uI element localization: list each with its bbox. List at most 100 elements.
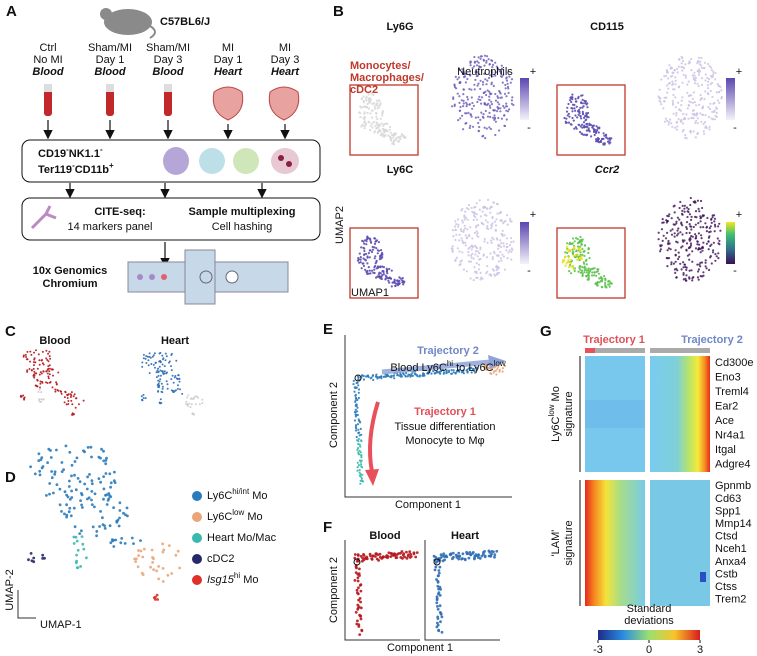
cell-dot	[659, 100, 662, 103]
cell-dot	[392, 374, 395, 377]
cell-dot	[689, 242, 693, 245]
cell-dot	[666, 91, 669, 94]
cell-dot	[363, 121, 366, 124]
cell-dot	[435, 625, 439, 629]
cell-dot	[370, 269, 374, 272]
cell-dot	[607, 283, 610, 286]
cell-dot	[473, 206, 476, 209]
cell-dot	[104, 462, 108, 466]
cell-dot	[464, 234, 467, 237]
colorbar-min: -	[733, 122, 737, 134]
method-desc: 14 markers panel	[68, 221, 153, 233]
cell-dot	[678, 206, 681, 210]
cell-dot	[482, 253, 485, 256]
cell-dot	[477, 56, 480, 59]
superscript: -	[72, 161, 75, 170]
cell-dot	[58, 503, 62, 507]
cell-dot	[369, 272, 372, 275]
cell-dot	[439, 587, 442, 591]
cell-dot	[495, 268, 498, 272]
trajectory-plot	[344, 335, 512, 498]
cell-dot	[704, 90, 707, 93]
cell-dot	[477, 121, 480, 125]
trajectory-desc: Tissue differentiation	[395, 421, 496, 433]
cell-dot	[665, 84, 669, 87]
cell-dot	[714, 259, 717, 262]
cell-dot	[33, 376, 36, 379]
cell-dot	[680, 104, 683, 107]
cell-dot	[674, 83, 677, 86]
cell-dot	[402, 552, 406, 556]
text-segment: Ly6C	[207, 511, 232, 523]
cell-dot	[464, 244, 467, 247]
plot-title: Heart	[451, 530, 479, 542]
cell-dot	[38, 359, 41, 362]
cell-dot	[393, 377, 396, 380]
cell-dot	[684, 134, 687, 137]
cell-dot	[586, 269, 590, 272]
cell-dot	[159, 374, 162, 377]
cell-dot	[666, 265, 669, 268]
cell-dot	[418, 374, 422, 377]
branch-point	[354, 374, 362, 382]
cell-dot	[414, 555, 418, 559]
cell-dot	[510, 99, 513, 102]
cell-dot	[139, 549, 143, 553]
cell-dot	[674, 76, 677, 79]
cell-dot	[503, 124, 506, 127]
cell-dot	[380, 132, 383, 135]
cell-dot	[67, 403, 70, 405]
cell-dot	[690, 269, 693, 272]
cell-dot	[470, 254, 473, 257]
cell-dot	[484, 219, 487, 222]
cell-dot	[487, 58, 490, 61]
cell-dot	[359, 105, 362, 108]
cell-dot	[382, 266, 385, 269]
heatmap	[579, 348, 710, 640]
cell-dot	[442, 552, 446, 556]
cell-dot	[356, 554, 360, 557]
cell-dot	[357, 598, 360, 602]
cell-dot	[359, 554, 363, 558]
cell-dot	[583, 244, 587, 247]
cell-dot	[172, 381, 175, 384]
cell-dot	[488, 550, 492, 554]
cell-dot	[681, 69, 684, 72]
cell-dot	[566, 248, 569, 251]
cell-dot	[376, 117, 379, 121]
cell-dot	[675, 276, 678, 279]
cell-dot	[374, 555, 377, 558]
cell-dot	[89, 445, 93, 449]
cell-dot	[494, 229, 497, 232]
cell-dot	[678, 58, 681, 61]
cell-dot	[465, 105, 468, 108]
cell-dot	[47, 365, 50, 368]
cell-dot	[700, 64, 703, 67]
cell-dot	[461, 68, 464, 71]
cell-dot	[676, 234, 679, 237]
cell-dot	[70, 463, 74, 467]
cell-dot	[377, 249, 381, 252]
cell-dot	[181, 392, 184, 395]
cell-dot	[48, 370, 51, 373]
cell-dot	[387, 134, 390, 137]
cell-dot	[475, 70, 478, 73]
cell-dot	[501, 370, 504, 373]
cell-dot	[102, 449, 105, 453]
cell-dot	[705, 242, 709, 245]
text-segment: to Ly6C	[453, 362, 494, 374]
cell-dot	[477, 116, 480, 119]
text-segment: Mo	[249, 490, 267, 502]
cell-dot	[506, 257, 509, 260]
cell-dot	[468, 235, 471, 238]
cell-dot	[592, 124, 596, 127]
cell-dot	[683, 210, 686, 213]
cell-dot	[477, 263, 481, 266]
cell-dot	[174, 553, 178, 557]
cell-dot	[102, 459, 106, 463]
cell-dot	[359, 451, 362, 454]
signature-label: Ly6Clow Mo	[547, 386, 562, 442]
cell-dot	[491, 256, 494, 259]
cell-dot	[397, 282, 400, 285]
